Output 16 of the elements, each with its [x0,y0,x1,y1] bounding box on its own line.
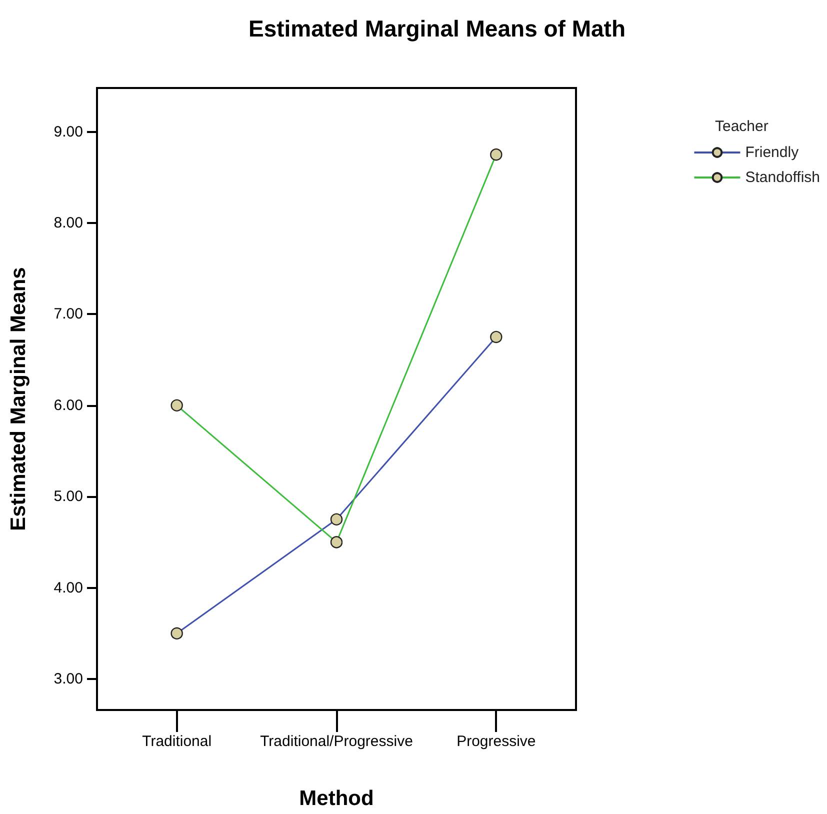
x-tick-label: Progressive [456,733,536,750]
legend-label: Friendly [745,144,800,161]
y-tick-label: 5.00 [54,488,83,506]
legend-title: Teacher [715,118,768,135]
y-tick-label: 4.00 [54,579,83,596]
y-tick-label: 6.00 [54,396,83,414]
x-tick-label: Traditional/Progressive [260,733,413,750]
chart-title: Estimated Marginal Means of Math [248,16,626,42]
legend-label: Standoffish [745,169,820,186]
y-axis-title: Estimated Marginal Means [7,267,30,531]
y-tick-label: 9.00 [54,123,83,140]
y-tick-label: 7.00 [54,306,83,323]
y-tick-label: 3.00 [54,670,83,688]
x-tick-label: Traditional [142,733,212,750]
x-axis-title: Method [299,787,374,810]
y-tick-label: 8.00 [54,214,83,232]
